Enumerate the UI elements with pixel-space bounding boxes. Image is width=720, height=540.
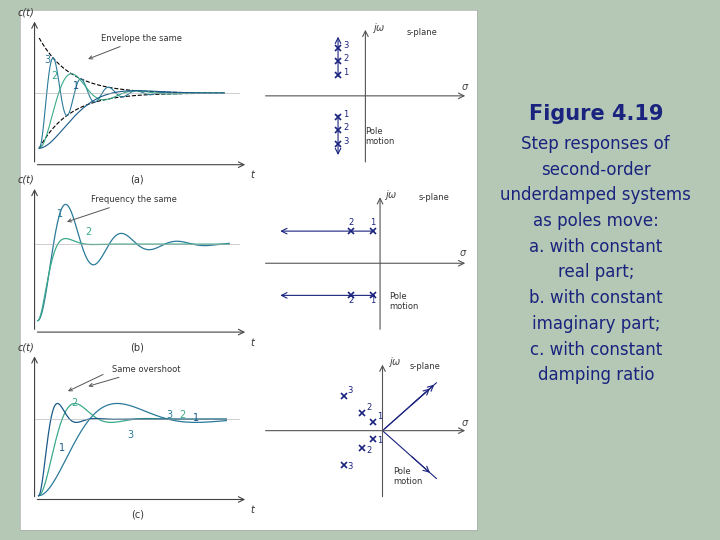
Text: Figure 4.19: Figure 4.19 [528,104,663,124]
Text: 1: 1 [343,68,348,77]
Text: $j\omega$: $j\omega$ [384,188,398,202]
Text: $j\omega$: $j\omega$ [372,21,386,35]
Text: 3: 3 [343,137,348,146]
Text: 3: 3 [348,387,353,395]
Text: c(t): c(t) [18,342,35,352]
Text: 3: 3 [348,462,353,471]
Text: 2: 2 [179,410,186,420]
Text: 3: 3 [127,429,133,440]
Text: 1: 1 [377,413,382,421]
Text: Pole
motion: Pole motion [392,467,422,486]
Text: (b): (b) [130,342,144,352]
Text: $\sigma$: $\sigma$ [459,248,467,258]
Text: 3: 3 [343,40,348,50]
Text: 1: 1 [370,296,375,306]
Text: 2: 2 [348,296,354,306]
Text: 1: 1 [370,218,375,227]
Text: 3: 3 [166,410,172,420]
Text: 2: 2 [348,218,354,227]
Text: 2: 2 [71,398,78,408]
Text: Same overshoot: Same overshoot [89,364,181,387]
Text: 2: 2 [366,403,372,412]
Text: (c): (c) [130,509,144,519]
Text: 2: 2 [343,55,348,63]
Text: c(t): c(t) [18,8,35,17]
Text: Pole
motion: Pole motion [389,292,418,311]
Text: 2: 2 [52,71,58,82]
Text: s-plane: s-plane [406,28,437,37]
Text: 2: 2 [86,227,92,237]
Text: $\sigma$: $\sigma$ [461,418,469,428]
Text: (a): (a) [130,174,144,185]
Text: 1: 1 [193,414,199,423]
Text: Frequency the same: Frequency the same [68,195,177,222]
Text: c(t): c(t) [18,175,35,185]
Text: t: t [250,170,254,180]
Text: $j\omega$: $j\omega$ [387,355,401,369]
Text: 3: 3 [45,55,50,65]
Text: t: t [250,338,254,348]
Text: 2: 2 [343,123,348,132]
Text: Step responses of
second-order
underdamped systems
as poles move:
a. with consta: Step responses of second-order underdamp… [500,135,691,384]
Text: 1: 1 [59,443,66,453]
Text: Pole
motion: Pole motion [365,127,395,146]
Text: t: t [250,505,254,515]
Text: 1: 1 [343,110,348,118]
Text: 1: 1 [57,210,63,219]
Text: $\sigma$: $\sigma$ [461,82,469,92]
Text: 2: 2 [366,446,372,455]
Text: s-plane: s-plane [410,362,441,372]
Text: Envelope the same: Envelope the same [89,34,182,59]
Text: 1: 1 [377,436,382,446]
Text: s-plane: s-plane [418,193,449,202]
Text: 1: 1 [73,80,79,91]
